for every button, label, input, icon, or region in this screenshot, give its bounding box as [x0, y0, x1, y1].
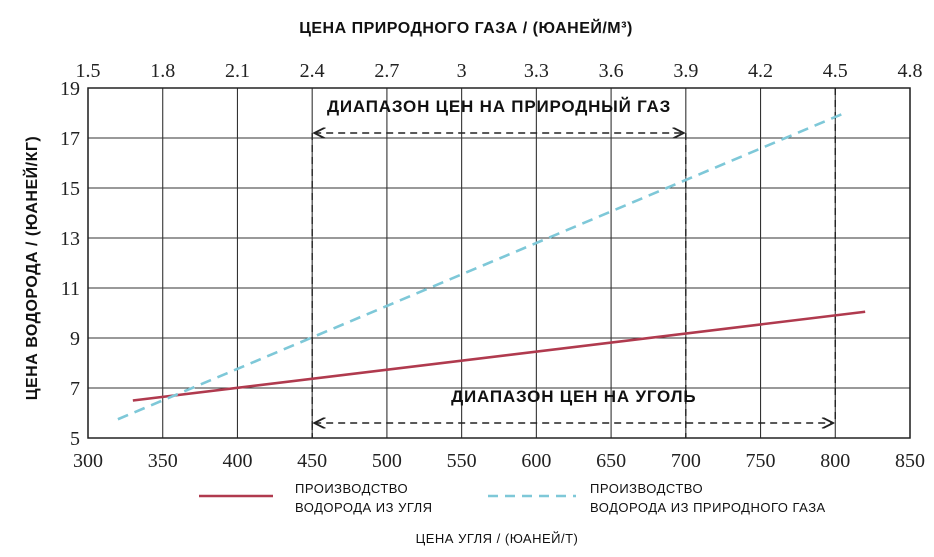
x-tick-label: 800 — [820, 450, 850, 472]
top-tick-label: 2.1 — [225, 60, 250, 82]
plot-frame — [87, 87, 911, 439]
y-tick-label: 15 — [60, 178, 80, 200]
coal-range-label: ДИАПАЗОН ЦЕН НА УГОЛЬ — [451, 387, 696, 406]
top-tick-label: 1.5 — [76, 60, 101, 82]
x-tick-label: 750 — [746, 450, 776, 472]
top-tick-label: 3.6 — [599, 60, 624, 82]
top-tick-label: 4.2 — [748, 60, 773, 82]
y-tick-label: 17 — [60, 128, 80, 150]
legend-coal-line1: ПРОИЗВОДСТВО — [295, 481, 408, 496]
range-annotations: ДИАПАЗОН ЦЕН НА ПРИРОДНЫЙ ГАЗ ДИАПАЗОН ЦЕ… — [311, 88, 836, 438]
top-tick-label: 4.8 — [898, 60, 923, 82]
x-tick-label: 650 — [596, 450, 626, 472]
x-tick-label: 350 — [148, 450, 178, 472]
top-tick-labels: 1.5 1.8 2.1 2.4 2.7 3 3.3 3.6 3.9 4.2 4.5 4.8 — [76, 60, 923, 82]
gas-series-line — [117, 110, 849, 421]
x-tick-label: 400 — [222, 450, 252, 472]
top-tick-label: 4.5 — [823, 60, 848, 82]
y-tick-label: 9 — [70, 328, 80, 350]
legend-gas-line1: ПРОИЗВОДСТВО — [590, 481, 703, 496]
x-tick-label: 850 — [895, 450, 925, 472]
top-tick-label: 1.8 — [150, 60, 175, 82]
series-lines — [117, 110, 866, 421]
x-tick-label: 700 — [671, 450, 701, 472]
coal-series-line — [132, 310, 866, 402]
x-tick-label: 600 — [521, 450, 551, 472]
legend-coal-line2: ВОДОРОДА ИЗ УГЛЯ — [295, 500, 433, 515]
top-axis-title: ЦЕНА ПРИРОДНОГО ГАЗА / (ЮАНЕЙ/М³) — [299, 18, 633, 37]
y-tick-label: 11 — [61, 278, 80, 300]
x-tick-label: 450 — [297, 450, 327, 472]
x-tick-label: 300 — [73, 450, 103, 472]
x-tick-label: 500 — [372, 450, 402, 472]
legend: ПРОИЗВОДСТВО ВОДОРОДА ИЗ УГЛЯ ПРОИЗВОДСТ… — [199, 481, 826, 515]
x-tick-label: 550 — [447, 450, 477, 472]
x-tick-labels: 300 350 400 450 500 550 600 650 700 750 800 850 — [73, 450, 925, 472]
top-tick-label: 2.4 — [300, 60, 325, 82]
y-axis-title: ЦЕНА ВОДОРОДА / (ЮАНЕЙ/КГ) — [22, 136, 41, 400]
gas-range-label: ДИАПАЗОН ЦЕН НА ПРИРОДНЫЙ ГАЗ — [327, 97, 671, 116]
y-tick-label: 5 — [70, 428, 80, 450]
top-tick-label: 2.7 — [374, 60, 399, 82]
y-tick-label: 19 — [60, 78, 80, 100]
x-axis-title: ЦЕНА УГЛЯ / (ЮАНЕЙ/Т) — [416, 531, 579, 546]
y-tick-labels: 5 7 9 11 13 15 17 19 — [60, 78, 80, 450]
grid — [87, 87, 911, 439]
top-tick-label: 3.9 — [673, 60, 698, 82]
y-tick-label: 7 — [70, 378, 80, 400]
top-tick-label: 3 — [457, 60, 467, 82]
top-tick-label: 3.3 — [524, 60, 549, 82]
y-tick-label: 13 — [60, 228, 80, 250]
legend-gas-line2: ВОДОРОДА ИЗ ПРИРОДНОГО ГАЗА — [590, 500, 826, 515]
